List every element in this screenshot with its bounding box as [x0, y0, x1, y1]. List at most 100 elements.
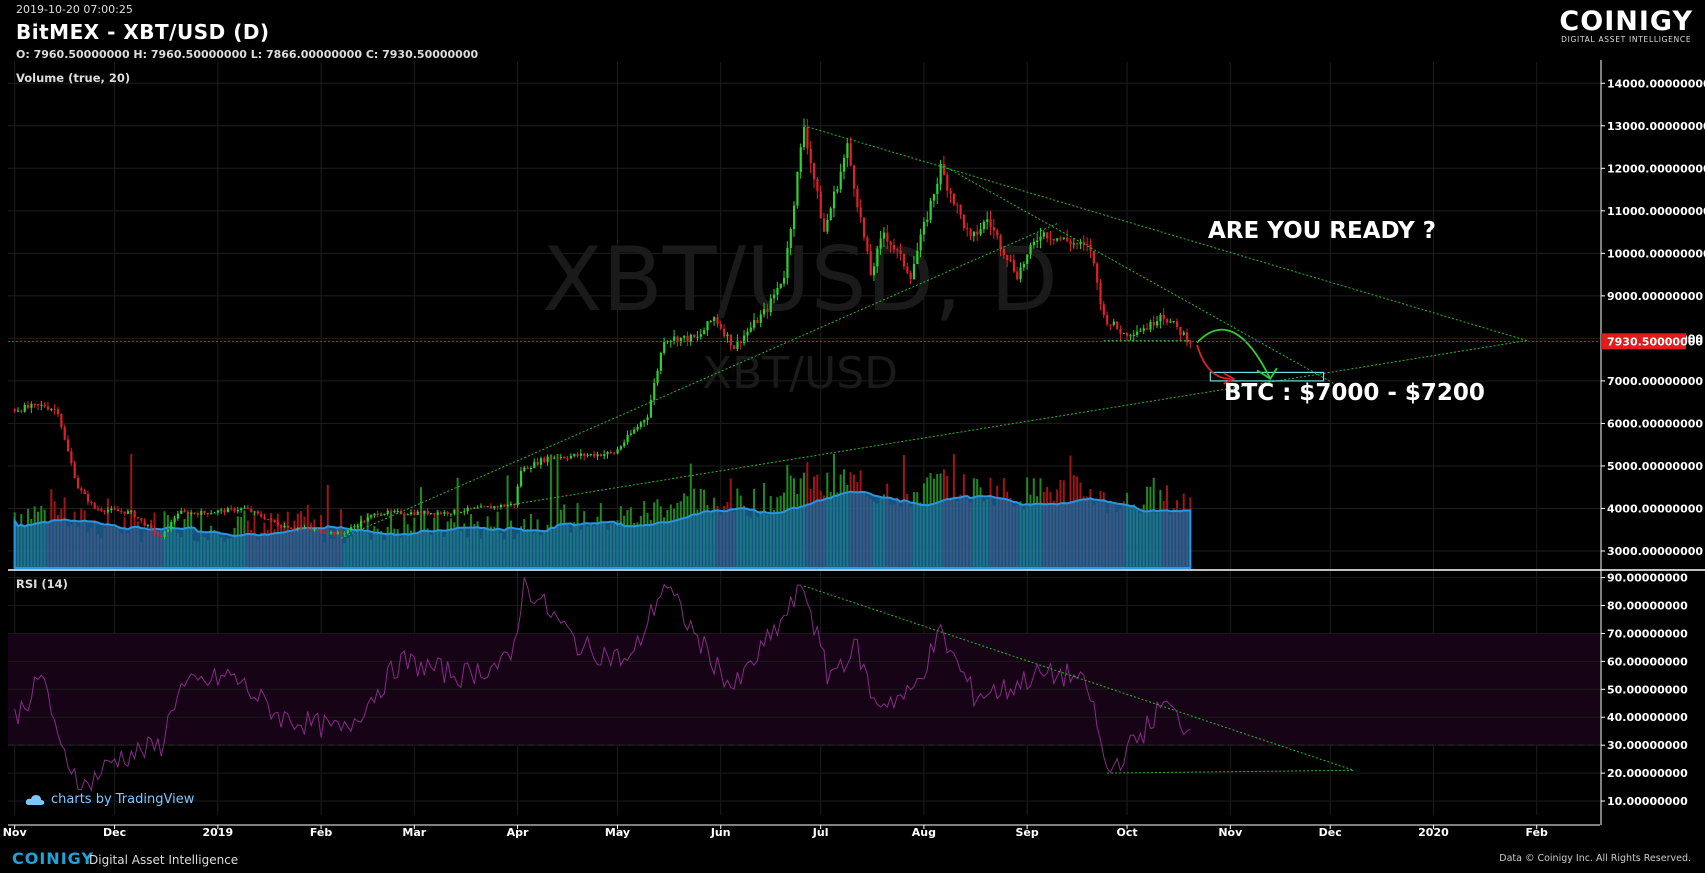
volume-ma-area — [13, 490, 1192, 569]
candle-body — [1096, 263, 1099, 283]
candle-body — [583, 453, 586, 456]
candle-body — [246, 507, 249, 509]
candle-body — [86, 493, 90, 502]
candle-body — [1139, 330, 1142, 332]
candle-body — [496, 506, 499, 508]
candle-body — [989, 219, 992, 228]
time-tick-label: Nov — [1218, 826, 1243, 839]
candle-body — [992, 227, 996, 231]
price-tick-label: 3000.00000000 — [1607, 545, 1703, 558]
candle-body — [459, 512, 463, 514]
candle-body — [866, 237, 869, 252]
rsi-tick-label: 30.00000000 — [1607, 739, 1688, 752]
tradingview-credit-text[interactable]: charts by TradingView — [51, 792, 195, 807]
candle-body — [393, 510, 396, 512]
price-tick-label: 9000.00000000 — [1607, 290, 1703, 303]
candle-body — [536, 461, 539, 465]
volume-bar — [419, 487, 422, 568]
candle-body — [253, 511, 256, 513]
volume-label: Volume (true, 20) — [16, 71, 131, 85]
candle-body — [789, 228, 792, 249]
candle-body — [300, 527, 303, 529]
candle-body — [952, 193, 956, 205]
candle-body — [173, 518, 176, 522]
candle-body — [706, 321, 709, 331]
candle-body — [769, 298, 772, 313]
candle-body — [673, 336, 676, 341]
candle-body — [210, 513, 213, 515]
candle-body — [40, 404, 43, 406]
candle-body — [1089, 244, 1092, 251]
annotation-target: BTC : $7000 - $7200 — [1224, 380, 1485, 406]
candle-body — [822, 218, 826, 232]
candle-body — [976, 231, 979, 235]
annotation-ready: ARE YOU READY ? — [1208, 218, 1436, 244]
candle-body — [563, 457, 566, 459]
candle-body — [1116, 321, 1119, 329]
candle-body — [1109, 324, 1112, 326]
candle-body — [93, 502, 96, 509]
candle-body — [230, 508, 233, 510]
candle-body — [453, 509, 456, 514]
candle-body — [753, 320, 756, 328]
candle-body — [836, 189, 839, 192]
candle-body — [186, 511, 190, 515]
candle-body — [889, 241, 892, 246]
candle-body — [1052, 238, 1055, 241]
candle-body — [886, 232, 889, 242]
candle-body — [1026, 254, 1029, 265]
projection-arrow-down — [1196, 344, 1231, 380]
candle-body — [283, 525, 286, 528]
candle-body — [276, 522, 279, 526]
volume-bar — [549, 454, 552, 568]
price-tick-label: 10000.00000000 — [1607, 247, 1705, 260]
candle-body — [110, 508, 113, 511]
candle-body — [586, 454, 589, 456]
footer-rights: Data © Coinigy Inc. All Rights Reserved. — [1499, 853, 1691, 864]
candle-body — [829, 208, 832, 220]
candle-body — [53, 409, 56, 411]
candle-body — [773, 294, 776, 299]
candle-body — [553, 457, 556, 459]
candle-body — [962, 214, 966, 229]
candle-body — [409, 512, 413, 515]
time-tick-label: Oct — [1116, 826, 1137, 839]
candle-body — [313, 529, 316, 531]
candle-body — [286, 525, 289, 528]
time-tick-label: Sep — [1016, 826, 1039, 839]
candle-body — [912, 264, 916, 279]
candle-body — [13, 409, 16, 412]
time-tick-label: Apr — [507, 826, 529, 839]
candle-body — [20, 410, 23, 412]
candle-body — [743, 335, 746, 344]
tradingview-credit[interactable]: charts by TradingView — [25, 792, 194, 807]
candle-body — [373, 513, 376, 516]
candle-body — [133, 510, 136, 518]
candle-body — [1162, 315, 1165, 320]
candle-body — [759, 314, 762, 323]
candle-body — [543, 458, 546, 462]
candle-body — [16, 410, 20, 412]
rsi-label: RSI (14) — [16, 577, 68, 591]
candle-body — [626, 434, 629, 443]
candle-body — [150, 525, 153, 529]
candle-body — [613, 452, 616, 454]
candle-body — [63, 427, 66, 440]
candle-body — [509, 503, 513, 506]
candle-body — [366, 517, 369, 522]
ohlc-readout: O: 7960.50000000 H: 7960.50000000 L: 786… — [16, 48, 479, 61]
candle-body — [206, 512, 210, 515]
candle-body — [353, 526, 356, 528]
price-tick-label: 14000.00000000 — [1607, 77, 1705, 90]
price-tick-label: 12000.00000000 — [1607, 162, 1705, 175]
candle-body — [852, 165, 856, 189]
candle-body — [90, 501, 93, 503]
candle-body — [1016, 271, 1019, 280]
logo-tagline: DIGITAL ASSET INTELLIGENCE — [1561, 35, 1692, 44]
candle-body — [649, 399, 652, 418]
candle-body — [892, 245, 896, 250]
candle-body — [546, 456, 549, 462]
candle-body — [623, 442, 626, 447]
candle-body — [842, 157, 846, 172]
